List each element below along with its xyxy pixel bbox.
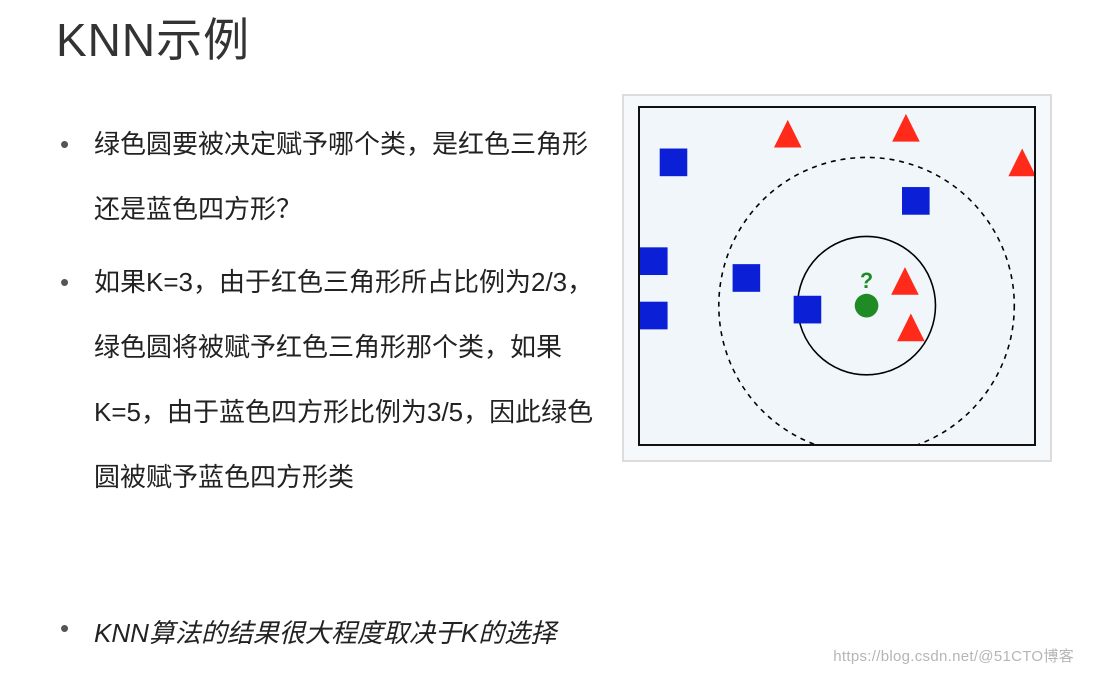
blue-square-icon bbox=[733, 264, 761, 292]
text-column: 绿色圆要被决定赋予哪个类，是红色三角形还是蓝色四方形？ 如果K=3，由于红色三角… bbox=[56, 94, 602, 518]
blue-square-icon bbox=[640, 302, 668, 330]
knn-diagram: ? bbox=[622, 94, 1052, 462]
query-label: ? bbox=[860, 268, 873, 293]
blue-square-icon bbox=[794, 296, 822, 324]
red-triangle-icon bbox=[897, 314, 925, 342]
bullet-item: 如果K=3，由于红色三角形所占比例为2/3，绿色圆将被赋予红色三角形那个类，如果… bbox=[56, 250, 602, 510]
blue-square-icon bbox=[640, 247, 668, 275]
blue-square-icon bbox=[660, 149, 688, 177]
knn-svg: ? bbox=[640, 108, 1034, 444]
slide: KNN示例 绿色圆要被决定赋予哪个类，是红色三角形还是蓝色四方形？ 如果K=3，… bbox=[0, 0, 1100, 674]
watermark-text: https://blog.csdn.net/@51CTO博客 bbox=[833, 645, 1074, 666]
red-triangle-icon bbox=[774, 120, 802, 148]
body-row: 绿色圆要被决定赋予哪个类，是红色三角形还是蓝色四方形？ 如果K=3，由于红色三角… bbox=[56, 94, 1052, 518]
diagram-plot-area: ? bbox=[638, 106, 1036, 446]
diagram-column: ? bbox=[622, 94, 1052, 462]
query-point-icon bbox=[855, 294, 879, 318]
red-triangle-icon bbox=[1008, 149, 1034, 177]
slide-title: KNN示例 bbox=[56, 0, 1052, 94]
bullet-item: 绿色圆要被决定赋予哪个类，是红色三角形还是蓝色四方形？ bbox=[56, 112, 602, 242]
red-triangle-icon bbox=[891, 267, 919, 295]
conclusion-text: KNN算法的结果很大程度取决于K的选择 bbox=[56, 613, 556, 650]
bullet-list: 绿色圆要被决定赋予哪个类，是红色三角形还是蓝色四方形？ 如果K=3，由于红色三角… bbox=[56, 112, 602, 510]
blue-square-icon bbox=[902, 187, 930, 215]
red-triangle-icon bbox=[892, 114, 920, 142]
